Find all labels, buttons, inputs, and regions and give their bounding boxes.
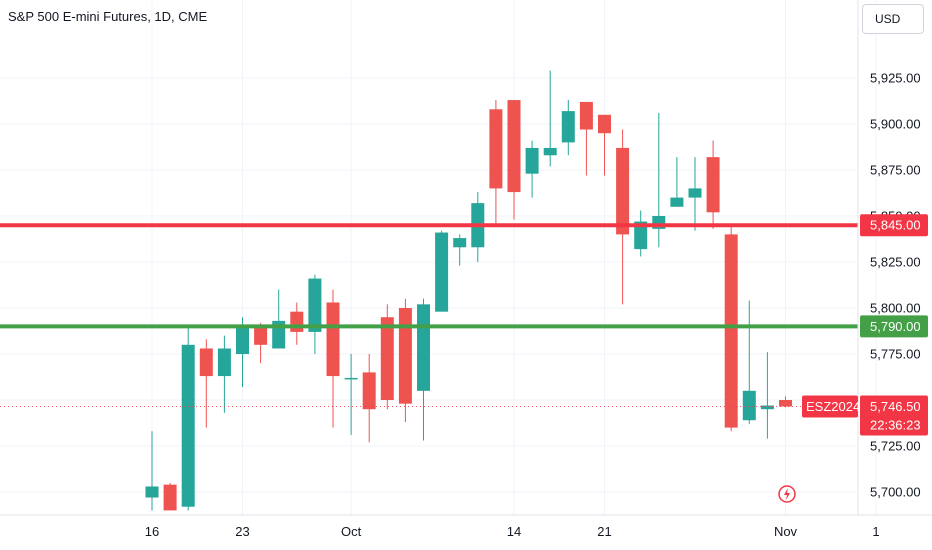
resistance-price-label: 5,845.00 — [870, 218, 921, 233]
candle-up — [670, 157, 684, 207]
price-tick-label: 5,700.00 — [870, 485, 921, 500]
candle-body — [326, 302, 340, 377]
candle-body — [489, 109, 503, 189]
support-price-badge — [860, 315, 928, 338]
candle-up — [634, 210, 648, 257]
price-tick-label: 5,875.00 — [870, 163, 921, 178]
candle-down — [163, 482, 177, 511]
candle-body — [236, 324, 249, 354]
candle-up — [453, 234, 467, 266]
candle-body — [579, 101, 593, 130]
candle-up — [181, 326, 195, 511]
candle-down — [706, 140, 720, 229]
last-price-label: 5,746.50 — [870, 399, 921, 414]
candle-body — [217, 348, 231, 377]
price-tick-label: 5,900.00 — [870, 117, 921, 132]
candle-up — [435, 230, 449, 312]
candle-down — [326, 289, 340, 428]
candle-body — [145, 486, 159, 498]
candle-body — [380, 317, 394, 400]
time-tick-label: 14 — [507, 524, 521, 539]
candle-up — [543, 70, 557, 167]
candle-body — [417, 304, 430, 391]
candle-body — [362, 372, 376, 410]
candle-down — [380, 304, 394, 410]
candle-body — [724, 234, 738, 428]
candle-body — [453, 238, 467, 248]
time-axis[interactable]: 16 23 Oct 14 21 Nov 1 — [145, 524, 880, 539]
candle-body — [163, 484, 177, 511]
candle-up — [561, 100, 575, 156]
candle-body — [634, 221, 648, 250]
time-tick-label: 23 — [235, 524, 249, 539]
time-tick-label: 1 — [872, 524, 879, 539]
time-tick-label: Nov — [774, 524, 798, 539]
countdown-label: 22:36:23 — [870, 417, 921, 432]
symbol-label: ESZ2024 — [806, 399, 860, 414]
candle-body — [398, 308, 412, 404]
candle-body — [507, 100, 521, 193]
chart-title: S&P 500 E-mini Futures, 1D, CME — [8, 9, 208, 24]
candle-down — [290, 302, 304, 345]
candle-up — [417, 298, 430, 441]
candle-up — [308, 274, 322, 354]
candle-body — [598, 114, 611, 134]
candle-body — [543, 147, 557, 156]
candle-body — [344, 377, 358, 380]
candle-body — [779, 400, 792, 407]
candle-up — [236, 317, 249, 388]
candle-body — [435, 232, 449, 312]
price-tick-label: 5,725.00 — [870, 439, 921, 454]
candle-body — [308, 278, 322, 332]
candle-body — [706, 157, 720, 213]
candle-up — [344, 354, 358, 435]
price-badges: 5,845.00 5,790.00 5,746.50 22:36:23 ESZ2024 — [802, 214, 928, 436]
candle-body — [670, 197, 684, 207]
price-tick-label: 5,775.00 — [870, 347, 921, 362]
candle-down — [398, 298, 412, 423]
candle-down — [579, 101, 593, 176]
candle-body — [561, 111, 575, 143]
candle-down — [254, 322, 268, 364]
price-tick-label: 5,800.00 — [870, 301, 921, 316]
lightning-icon[interactable] — [777, 484, 797, 504]
time-tick-label: 16 — [145, 524, 159, 539]
candle-body — [290, 311, 304, 332]
price-tick-label: 5,825.00 — [870, 255, 921, 270]
candle-body — [525, 147, 539, 174]
last-price-badge — [860, 395, 928, 436]
candle-body — [254, 324, 268, 345]
candle-up — [272, 289, 286, 349]
candle-up — [688, 157, 702, 231]
candle-up — [742, 300, 756, 424]
candle-body — [616, 147, 630, 235]
support-price-label: 5,790.00 — [870, 319, 921, 334]
candle-up — [145, 431, 159, 511]
candle-up — [760, 352, 774, 439]
candle-down — [362, 354, 376, 443]
time-tick-label: Oct — [341, 524, 362, 539]
price-tick-label: 5,925.00 — [870, 71, 921, 86]
candle-body — [199, 348, 213, 377]
candle-down — [598, 114, 611, 176]
candle-up — [525, 140, 539, 198]
levels-layer[interactable] — [0, 223, 858, 407]
candle-down — [779, 396, 792, 408]
candle-body — [760, 405, 774, 410]
currency-button[interactable]: USD — [862, 4, 924, 34]
candle-down — [489, 100, 503, 224]
candle-down — [507, 100, 521, 220]
candle-body — [181, 344, 195, 507]
resistance-price-badge — [860, 214, 928, 237]
candle-body — [742, 390, 756, 421]
candle-down — [616, 129, 630, 305]
candle-down — [199, 339, 213, 428]
candle-up — [217, 335, 231, 413]
symbol-badge — [802, 395, 858, 418]
candle-body — [688, 188, 702, 198]
time-tick-label: 21 — [597, 524, 611, 539]
